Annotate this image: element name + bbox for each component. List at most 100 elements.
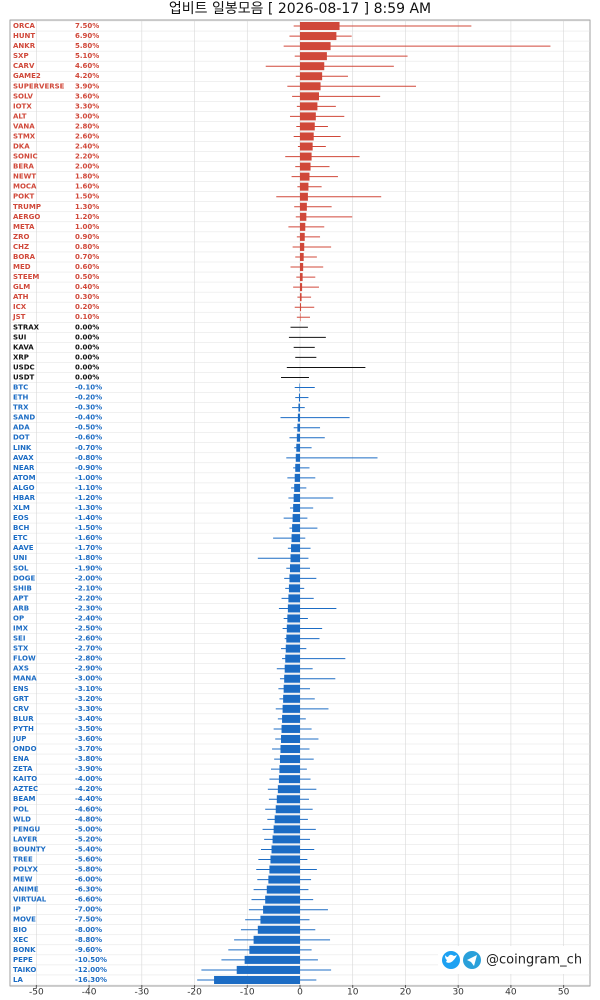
value-label: 1.30%	[75, 203, 99, 211]
coin-name: XEC	[13, 936, 28, 944]
coin-name: LINK	[13, 444, 32, 452]
coin-name: GLM	[13, 283, 30, 291]
twitter-glyph	[445, 954, 457, 963]
value-label: -8.80%	[75, 936, 102, 944]
coin-name: CRV	[13, 705, 30, 713]
coin-name: DOT	[13, 434, 30, 442]
bar	[298, 403, 300, 412]
bar	[244, 955, 300, 964]
bar	[300, 92, 319, 101]
value-label: -3.70%	[75, 745, 102, 753]
value-label: 0.50%	[75, 273, 99, 281]
coin-name: EOS	[13, 514, 29, 522]
coin-name: USDC	[13, 363, 35, 371]
coin-name: AVAX	[13, 454, 34, 462]
coin-name: STEEM	[13, 273, 39, 281]
coin-name: STX	[13, 645, 29, 653]
coin-name: BONK	[13, 946, 36, 954]
coin-name: XLM	[13, 504, 30, 512]
value-label: -4.40%	[75, 795, 102, 803]
coin-name: MED	[13, 263, 31, 271]
bar	[257, 925, 300, 934]
value-label: -2.60%	[75, 635, 102, 643]
value-label: 1.80%	[75, 173, 99, 181]
bar	[284, 664, 300, 673]
bar	[297, 413, 300, 422]
value-label: -3.80%	[75, 755, 102, 763]
value-label: -1.10%	[75, 484, 102, 492]
value-label: -1.70%	[75, 544, 102, 552]
coin-name: ENA	[13, 755, 30, 763]
bar	[300, 242, 305, 251]
coin-name: WLD	[13, 815, 31, 823]
value-label: 0.60%	[75, 263, 99, 271]
x-tick-label: -40	[82, 988, 97, 998]
bar	[300, 112, 316, 121]
value-label: 1.60%	[75, 183, 99, 191]
value-label: -0.80%	[75, 454, 102, 462]
bar	[287, 604, 300, 613]
coin-name: BIO	[13, 926, 27, 934]
bar	[287, 614, 300, 623]
value-label: -0.30%	[75, 404, 102, 412]
bar	[300, 232, 305, 241]
coin-name: TREE	[13, 855, 33, 863]
coin-name: STRAX	[13, 323, 40, 331]
bar	[295, 453, 300, 462]
coin-name: ENS	[13, 685, 29, 693]
bar	[281, 734, 300, 743]
coin-name: PYTH	[13, 725, 34, 733]
coin-name: CARV	[13, 62, 35, 70]
value-label: 5.10%	[75, 52, 99, 60]
value-label: -2.40%	[75, 614, 102, 622]
coin-name: FLOW	[13, 655, 36, 663]
x-tick-label: -10	[240, 988, 255, 998]
value-label: 2.80%	[75, 122, 99, 130]
bar	[300, 62, 325, 71]
value-label: -5.40%	[75, 845, 102, 853]
value-label: 2.00%	[75, 163, 99, 171]
bar	[300, 192, 308, 201]
value-label: -9.60%	[75, 946, 102, 954]
coin-name: SHIB	[13, 584, 32, 592]
bar	[266, 885, 300, 894]
bar	[300, 273, 303, 282]
coin-name: SUI	[13, 333, 26, 341]
value-label: 7.50%	[75, 22, 99, 30]
bar	[300, 313, 301, 322]
value-label: 0.10%	[75, 313, 99, 321]
value-label: -1.00%	[75, 474, 102, 482]
bar	[265, 895, 300, 904]
value-label: -1.60%	[75, 534, 102, 542]
coin-name: POL	[13, 805, 29, 813]
coin-name: OP	[13, 614, 24, 622]
value-label: 1.20%	[75, 213, 99, 221]
bar	[300, 222, 306, 231]
coin-name: AXS	[13, 665, 29, 673]
value-label: 5.80%	[75, 42, 99, 50]
coin-name: CHZ	[13, 243, 29, 251]
value-label: -2.70%	[75, 645, 102, 653]
bar	[300, 142, 313, 151]
coin-name: SEI	[13, 635, 25, 643]
coin-name: ETH	[13, 394, 29, 402]
value-label: 2.20%	[75, 153, 99, 161]
bar	[290, 554, 300, 563]
coin-name: TAIKO	[13, 966, 36, 974]
value-label: -0.60%	[75, 434, 102, 442]
value-label: -7.50%	[75, 916, 102, 924]
bar	[263, 905, 300, 914]
value-label: -3.60%	[75, 735, 102, 743]
bar	[286, 624, 300, 633]
value-label: 1.50%	[75, 193, 99, 201]
coin-name: APT	[13, 594, 29, 602]
coin-name: HBAR	[13, 494, 36, 502]
bar	[292, 524, 300, 533]
coin-name: ALGO	[13, 484, 35, 492]
coin-name: AZTEC	[13, 785, 38, 793]
value-label: -5.80%	[75, 866, 102, 874]
value-label: -6.00%	[75, 876, 102, 884]
bar	[300, 252, 304, 261]
value-label: -16.30%	[75, 976, 107, 984]
bar	[291, 544, 300, 553]
